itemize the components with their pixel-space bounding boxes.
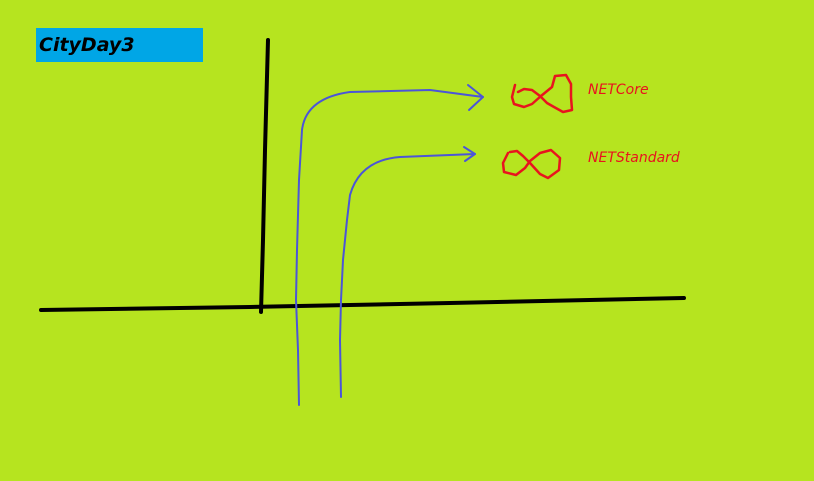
- arrows-group: [295, 84, 484, 406]
- net-standard-loop-icon: [501, 148, 562, 180]
- net-standard-label: NETStandard: [588, 150, 680, 166]
- net-standard-arrowhead: [463, 146, 476, 162]
- net-core-label: NETCore: [588, 82, 649, 98]
- net-core-arrowhead: [467, 84, 484, 111]
- vertical-axis-line: [259, 38, 270, 314]
- net-core-loop-icon: [510, 73, 574, 114]
- net-core-arrow: [295, 89, 484, 406]
- net-standard-arrow: [339, 153, 476, 398]
- horizontal-axis-line: [39, 296, 686, 312]
- title-box: CityDay3: [36, 28, 203, 62]
- loops-group: [501, 73, 574, 180]
- title-label: CityDay3: [39, 34, 135, 56]
